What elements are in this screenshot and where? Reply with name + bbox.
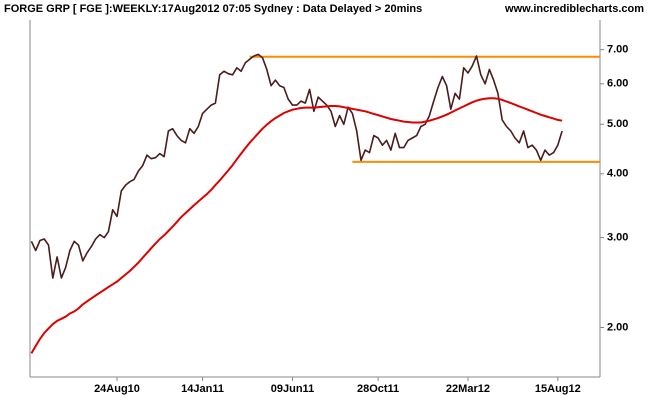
y-tick-label: 5.00: [607, 118, 628, 130]
x-tick-label: 15Aug12: [535, 383, 581, 395]
y-tick-label: 7.00: [607, 44, 628, 56]
y-tick-label: 6.00: [607, 78, 628, 90]
x-tick-label: 22Mar12: [446, 383, 490, 395]
x-tick-label: 24Aug10: [94, 383, 140, 395]
x-tick-label: 14Jan11: [181, 383, 224, 395]
y-tick-label: 4.00: [607, 168, 628, 180]
x-tick-label: 09Jun11: [271, 383, 314, 395]
series-line: [30, 53, 563, 279]
x-tick-label: 28Oct11: [357, 383, 399, 395]
y-tick-label: 3.00: [607, 231, 628, 243]
y-tick-label: 2.00: [607, 321, 628, 333]
series-line: [30, 97, 563, 354]
source: www.incrediblecharts.com: [504, 3, 644, 15]
chart-title: FORGE GRP [ FGE ]:WEEKLY:17Aug2012 07:05…: [4, 3, 422, 15]
